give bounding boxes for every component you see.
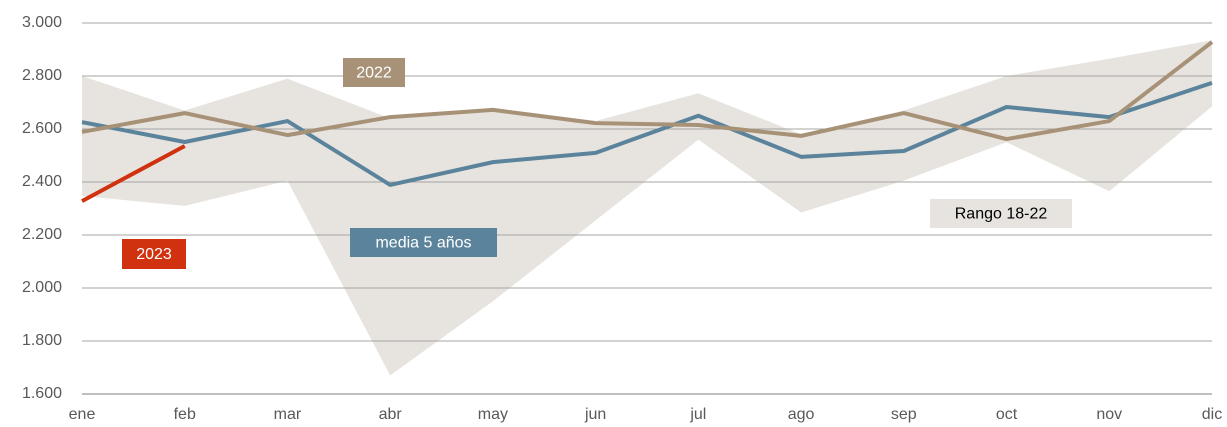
legend-media: media 5 años bbox=[375, 235, 471, 252]
legend-2023-box bbox=[122, 239, 186, 269]
legend-range: Rango 18-22 bbox=[955, 206, 1048, 223]
range-band bbox=[82, 40, 1212, 376]
legend-media-box bbox=[350, 228, 497, 257]
x-tick-label: feb bbox=[174, 406, 196, 423]
legend-range-box bbox=[930, 199, 1072, 228]
y-tick-label: 2.800 bbox=[22, 67, 62, 84]
x-tick-label: dic bbox=[1202, 406, 1222, 423]
x-tick-label: may bbox=[478, 406, 508, 423]
x-tick-label: nov bbox=[1096, 406, 1122, 423]
legend-2022-box bbox=[343, 58, 405, 87]
x-tick-label: sep bbox=[891, 406, 917, 423]
legend-2022: 2022 bbox=[356, 65, 392, 82]
series-line bbox=[81, 80, 1213, 187]
x-tick-label: mar bbox=[274, 406, 302, 423]
x-tick-label: ago bbox=[788, 406, 815, 423]
y-tick-label: 2.600 bbox=[22, 120, 62, 137]
y-tick-label: 2.400 bbox=[22, 173, 62, 190]
y-tick-label: 1.800 bbox=[22, 332, 62, 349]
x-tick-label: oct bbox=[996, 406, 1018, 423]
x-tick-label: abr bbox=[379, 406, 403, 423]
series-line bbox=[81, 40, 1214, 142]
y-tick-label: 2.200 bbox=[22, 226, 62, 243]
y-tick-label: 2.000 bbox=[22, 279, 62, 296]
legend-2023: 2023 bbox=[136, 246, 172, 263]
x-tick-label: ene bbox=[69, 406, 96, 423]
x-tick-label: jul bbox=[689, 406, 706, 423]
y-tick-label: 1.600 bbox=[22, 385, 62, 402]
x-tick-label: jun bbox=[584, 406, 606, 423]
y-tick-label: 3.000 bbox=[22, 14, 62, 31]
series-line bbox=[81, 144, 186, 203]
